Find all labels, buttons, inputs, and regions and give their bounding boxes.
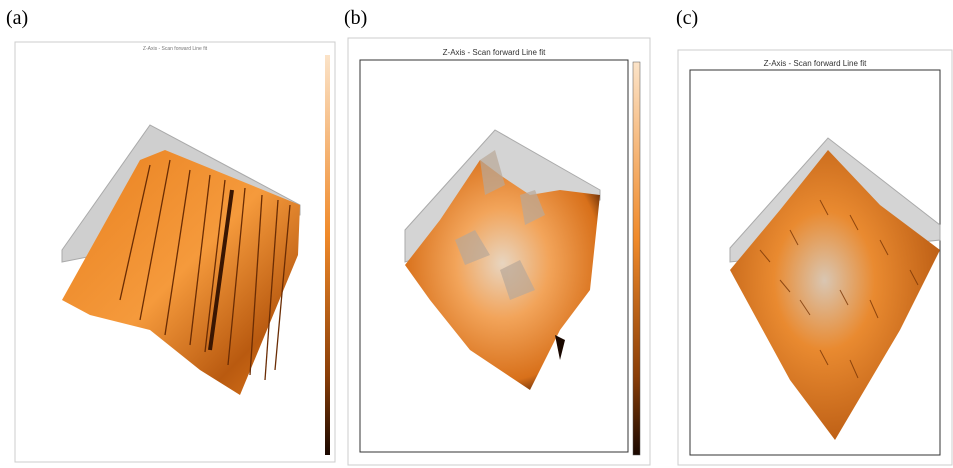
panel-title: Z-Axis - Scan forward Line fit	[143, 46, 208, 52]
figure: (a) Z-Axis - Scan forward Line fit (b) Z…	[0, 0, 953, 468]
panel-label: (c)	[676, 7, 698, 29]
panel-label: (b)	[344, 7, 367, 29]
color-bar	[633, 62, 640, 455]
color-bar	[325, 55, 330, 455]
panel-title: Z-Axis - Scan forward Line fit	[443, 48, 546, 57]
page: (a) Z-Axis - Scan forward Line fit (b) Z…	[0, 0, 953, 468]
panel-label: (a)	[6, 7, 28, 29]
panel-title: Z-Axis - Scan forward Line fit	[764, 59, 867, 68]
